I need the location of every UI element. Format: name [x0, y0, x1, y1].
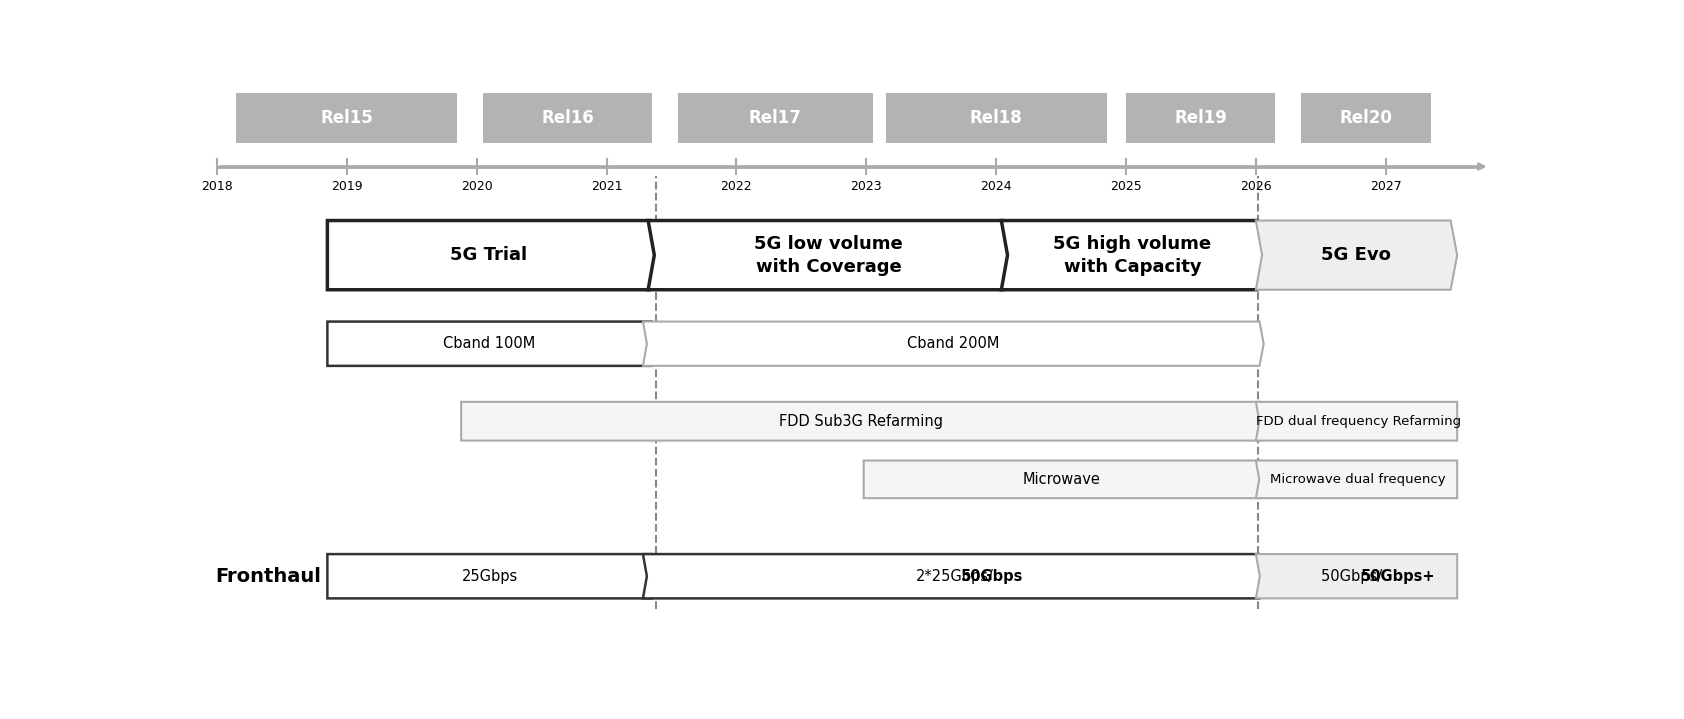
Text: Rel16: Rel16: [541, 109, 594, 127]
Bar: [886, 93, 1106, 143]
Text: 2023: 2023: [850, 180, 882, 193]
Polygon shape: [643, 321, 1263, 366]
Text: Cband 200M: Cband 200M: [908, 336, 999, 351]
Text: 2027: 2027: [1369, 180, 1401, 193]
Polygon shape: [327, 554, 657, 598]
Text: 5G Evo: 5G Evo: [1322, 246, 1391, 264]
Text: Microwave dual frequency: Microwave dual frequency: [1270, 473, 1447, 486]
Polygon shape: [864, 461, 1263, 498]
Text: 50Gbps/: 50Gbps/: [1322, 569, 1388, 584]
Text: Fronthaul: Fronthaul: [216, 567, 322, 586]
Text: 2018: 2018: [200, 180, 232, 193]
Text: 2020: 2020: [461, 180, 493, 193]
Bar: [483, 93, 652, 143]
Polygon shape: [1256, 402, 1457, 441]
Text: 50Gbps: 50Gbps: [960, 569, 1022, 584]
Text: 5G low volume
with Coverage: 5G low volume with Coverage: [754, 234, 903, 275]
Bar: [1127, 93, 1275, 143]
Text: 5G Trial: 5G Trial: [450, 246, 527, 264]
Text: 50Gbps+: 50Gbps+: [1361, 569, 1435, 584]
Text: 2022: 2022: [721, 180, 753, 193]
Text: 2021: 2021: [591, 180, 623, 193]
Text: FDD Sub3G Refarming: FDD Sub3G Refarming: [778, 413, 943, 429]
Text: Rel20: Rel20: [1340, 109, 1393, 127]
Polygon shape: [648, 221, 1009, 290]
Text: 5G high volume
with Capacity: 5G high volume with Capacity: [1052, 234, 1211, 275]
Bar: [1302, 93, 1431, 143]
Text: 25Gbps: 25Gbps: [461, 569, 517, 584]
Text: Cband 100M: Cband 100M: [443, 336, 536, 351]
Text: 2026: 2026: [1239, 180, 1271, 193]
Text: FDD dual frequency Refarming: FDD dual frequency Refarming: [1256, 415, 1460, 428]
Polygon shape: [327, 321, 657, 366]
Bar: [679, 93, 872, 143]
Polygon shape: [1256, 461, 1457, 498]
Text: 2024: 2024: [980, 180, 1012, 193]
Polygon shape: [1256, 221, 1457, 290]
Text: Rel18: Rel18: [970, 109, 1022, 127]
Polygon shape: [327, 221, 657, 290]
Text: 2025: 2025: [1110, 180, 1142, 193]
Polygon shape: [1002, 221, 1263, 290]
Text: Rel17: Rel17: [749, 109, 802, 127]
Polygon shape: [1256, 554, 1457, 598]
Text: 2019: 2019: [332, 180, 362, 193]
Text: 2*25Gbps/: 2*25Gbps/: [916, 569, 994, 584]
Bar: [236, 93, 458, 143]
Text: Rel15: Rel15: [320, 109, 374, 127]
Polygon shape: [461, 402, 1263, 441]
Text: Microwave: Microwave: [1022, 472, 1101, 487]
Text: Rel19: Rel19: [1174, 109, 1228, 127]
Polygon shape: [643, 554, 1263, 598]
